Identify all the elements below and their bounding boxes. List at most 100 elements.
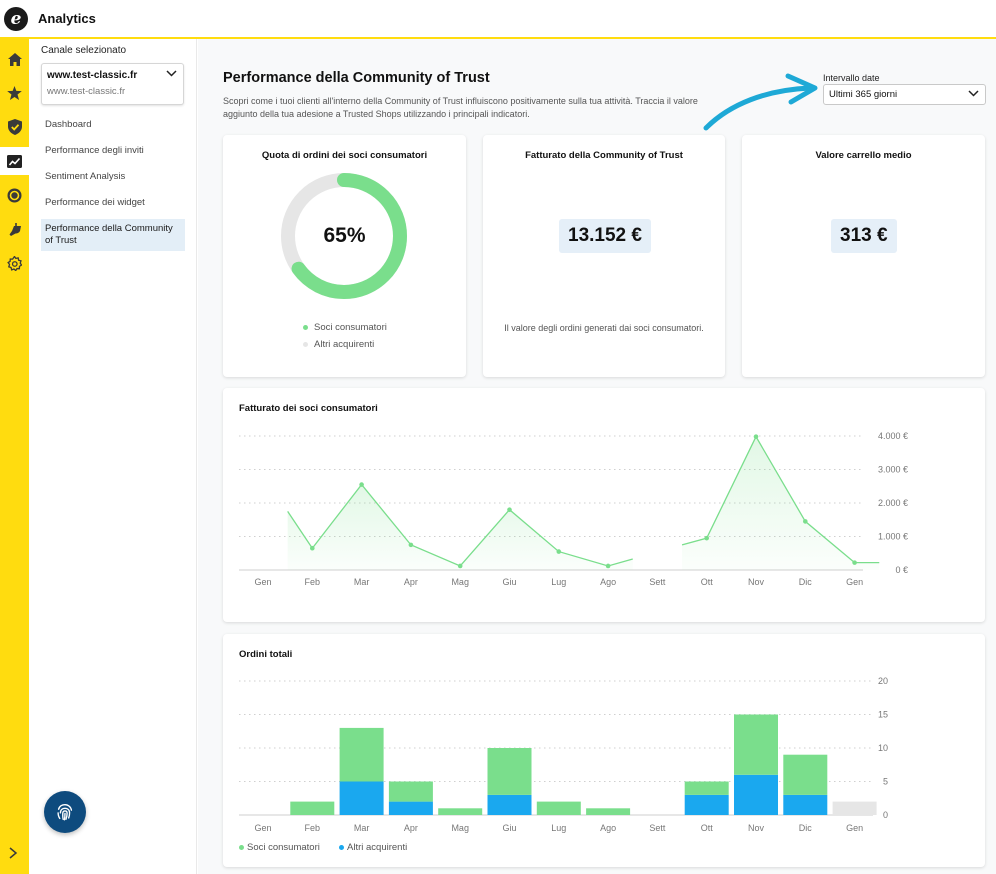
icon-rail: [0, 39, 29, 874]
data-point: [556, 549, 562, 554]
revenue-line-chart: 0 € 1.000 € 2.000 € 3.000 € 4.000 € Gen Feb Mar…: [239, 431, 908, 587]
orders-chart-title: Ordini totali: [239, 649, 293, 660]
annotation-arrow-icon: [703, 73, 818, 131]
x-tick-label: Giu: [502, 577, 516, 587]
legend-dot-grey: [303, 342, 308, 347]
revenue-card: Fatturato della Community of Trust 13.15…: [483, 135, 725, 377]
date-range-value: Ultimi 365 giorni: [829, 89, 898, 100]
bar-segment: [536, 801, 581, 815]
bar-segment: [438, 808, 483, 815]
data-point: [753, 434, 759, 439]
basket-card-title: Valore carrello medio: [815, 150, 912, 161]
trusted-shops-logo[interactable]: e: [4, 6, 28, 31]
chevron-down-icon: [166, 70, 177, 77]
analytics-icon[interactable]: [0, 147, 29, 175]
data-point: [310, 545, 315, 551]
bar-legend-others-label: Altri acquirenti: [347, 842, 408, 853]
basket-value: 313 €: [831, 219, 897, 253]
orders-chart-card: Ordini totali 0 5 10 15 20 Gen Feb Mar Apr Mag Giu…: [223, 634, 985, 867]
fingerprint-button[interactable]: [44, 791, 86, 833]
sidebar-item-invites[interactable]: Performance degli inviti: [45, 145, 144, 156]
channel-sidebar: Canale selezionato www.test-classic.fr w…: [29, 39, 197, 874]
x-tick-label: Sett: [649, 577, 666, 587]
channel-url: www.test-classic.fr: [47, 86, 126, 97]
basket-card: Valore carrello medio 313 €: [742, 135, 985, 377]
x-tick-label: Dic: [799, 823, 812, 833]
x-tick-label: Giu: [502, 823, 516, 833]
data-point: [803, 519, 808, 524]
bar-segment: [586, 808, 631, 815]
bar-segment: [783, 754, 828, 795]
x-tick-label: Feb: [305, 577, 321, 587]
data-point: [408, 542, 414, 548]
x-tick-label: Nov: [748, 577, 765, 587]
channel-label: Canale selezionato: [41, 45, 127, 56]
sidebar-item-dashboard[interactable]: Dashboard: [45, 119, 92, 130]
bar-segment: [734, 714, 778, 775]
bar-segment: [684, 781, 729, 795]
x-tick-label: Mar: [354, 577, 370, 587]
x-tick-label: Ago: [600, 577, 616, 587]
legend-members: Soci consumatori: [303, 322, 387, 333]
revenue-card-title: Fatturato della Community of Trust: [525, 150, 683, 161]
x-tick-label: Mag: [451, 823, 469, 833]
x-tick-label: Lug: [551, 823, 566, 833]
date-range-select[interactable]: Ultimi 365 giorni: [823, 84, 986, 105]
bar-legend-members-label: Soci consumatori: [247, 842, 320, 853]
sidebar-item-widgets[interactable]: Performance dei widget: [45, 197, 145, 208]
y-tick-label: 15: [878, 710, 888, 720]
coin-icon[interactable]: [0, 181, 29, 209]
top-bar: e Analytics: [0, 0, 996, 39]
series-area: [682, 436, 880, 570]
x-tick-label: Nov: [748, 823, 765, 833]
x-tick-label: Ott: [701, 823, 714, 833]
x-tick-label: Apr: [404, 577, 418, 587]
x-tick-label: Apr: [404, 823, 418, 833]
shield-check-icon[interactable]: [0, 113, 29, 141]
y-tick-label: 20: [878, 676, 888, 686]
y-tick-label: 1.000 €: [878, 532, 908, 542]
bar-segment: [684, 794, 729, 815]
page-title: Performance della Community of Trust: [223, 70, 490, 86]
bar-segment: [388, 781, 433, 802]
bar-segment: [339, 727, 384, 782]
share-value: 65%: [323, 224, 366, 247]
bar-segment: [734, 774, 778, 815]
channel-select[interactable]: www.test-classic.fr www.test-classic.fr: [41, 63, 184, 105]
bar-segment: [290, 801, 335, 815]
plug-icon[interactable]: [0, 215, 29, 243]
x-tick-label: Sett: [649, 823, 666, 833]
legend-others: Altri acquirenti: [303, 339, 374, 350]
series-line: [681, 435, 880, 564]
channel-selected-name: www.test-classic.fr: [47, 70, 138, 81]
revenue-value: 13.152 €: [559, 219, 651, 253]
home-icon[interactable]: [0, 45, 29, 73]
share-card-title: Quota di ordini dei soci consumatori: [261, 150, 428, 161]
star-icon[interactable]: [0, 79, 29, 107]
bar-segment: [487, 748, 532, 795]
share-donut: [281, 173, 407, 299]
x-tick-label: Mar: [354, 823, 370, 833]
x-tick-label: Mag: [451, 577, 469, 587]
x-tick-label: Gen: [254, 577, 271, 587]
bar-segment: [783, 794, 828, 815]
fingerprint-icon: [57, 803, 73, 821]
x-tick-label: Gen: [846, 823, 863, 833]
gear-icon[interactable]: [0, 249, 29, 277]
x-tick-label: Ago: [600, 823, 616, 833]
legend-dot-green: [239, 845, 244, 850]
orders-bar-chart: 0 5 10 15 20 Gen Feb Mar Apr Mag Giu Lug Ago Sett Ott N…: [239, 676, 888, 833]
x-tick-label: Dic: [799, 577, 812, 587]
data-point: [359, 482, 364, 487]
sidebar-item-community[interactable]: Performance della Community of Trust: [41, 219, 185, 251]
x-tick-label: Feb: [305, 823, 321, 833]
y-tick-label: 3.000 €: [878, 465, 908, 475]
x-tick-label: Gen: [254, 823, 271, 833]
collapse-chevron-icon[interactable]: [8, 846, 19, 860]
legend-others-label: Altri acquirenti: [314, 339, 375, 350]
y-tick-label: 0 €: [895, 565, 908, 575]
sidebar-item-sentiment[interactable]: Sentiment Analysis: [45, 171, 126, 182]
chevron-down-icon: [968, 90, 979, 97]
bar-segment: [832, 801, 877, 815]
bar-segment: [339, 781, 384, 815]
